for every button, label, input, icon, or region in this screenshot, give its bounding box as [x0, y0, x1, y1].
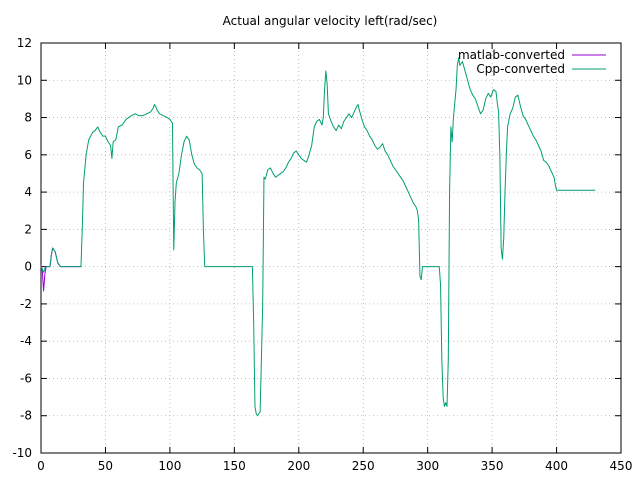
grid	[41, 43, 621, 453]
legend-label: matlab-converted	[458, 48, 565, 62]
x-tick-label: 150	[223, 459, 246, 473]
legend-label: Cpp-converted	[476, 62, 565, 76]
x-tick-label: 450	[610, 459, 633, 473]
x-tick-label: 250	[352, 459, 375, 473]
y-tick-label: 6	[24, 148, 32, 162]
y-tick-label: 2	[24, 222, 32, 236]
x-tick-label: 400	[545, 459, 568, 473]
x-tick-label: 350	[481, 459, 504, 473]
y-tick-label: 4	[24, 185, 32, 199]
y-tick-label: -8	[20, 409, 32, 423]
y-tick-label: -6	[20, 371, 32, 385]
x-tick-label: 300	[416, 459, 439, 473]
series-line-cpp	[40, 57, 596, 417]
x-tick-label: 0	[37, 459, 45, 473]
y-tick-label: 10	[17, 73, 32, 87]
x-tick-label: 100	[158, 459, 181, 473]
y-tick-label: 0	[24, 260, 32, 274]
y-tick-label: -2	[20, 297, 32, 311]
axis-ticks: 0 50 100 150 200 250 300 350 400 450 -10 -8 -6 -4 -2 0 2…	[12, 36, 632, 473]
x-tick-label: 50	[98, 459, 113, 473]
y-tick-label: -10	[12, 446, 32, 460]
y-tick-label: 8	[24, 111, 32, 125]
y-tick-label: -4	[20, 334, 32, 348]
chart-title: Actual angular velocity left(rad/sec)	[223, 14, 438, 28]
plot-frame	[40, 42, 622, 454]
series-group	[40, 57, 596, 417]
x-tick-label: 200	[287, 459, 310, 473]
y-tick-label: 12	[17, 36, 32, 50]
